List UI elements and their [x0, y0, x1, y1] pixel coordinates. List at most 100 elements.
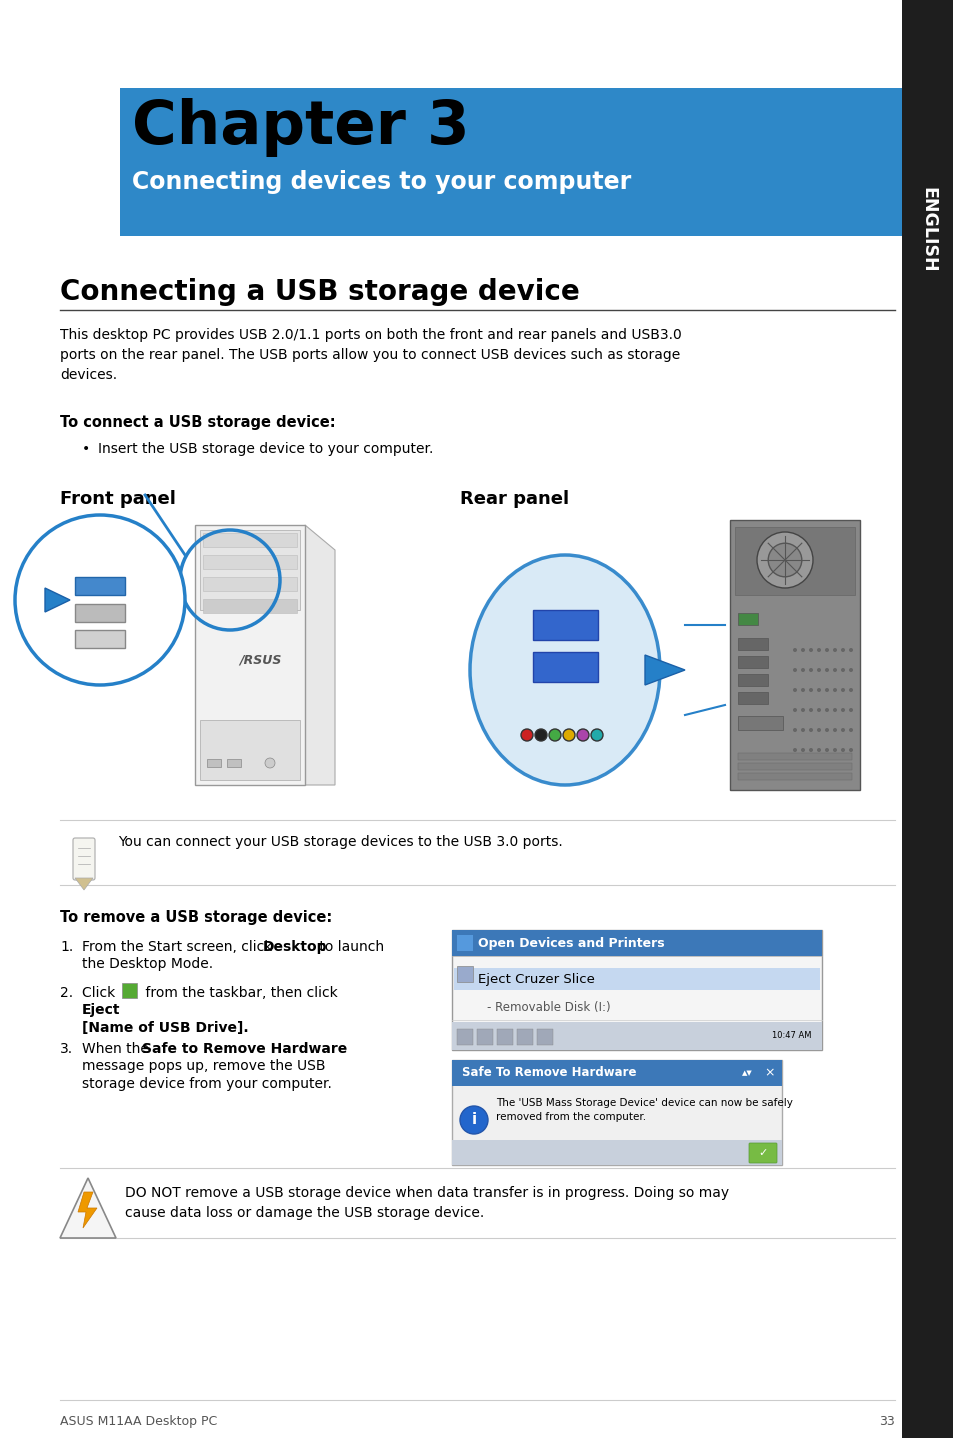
Text: 1.: 1. [60, 940, 73, 953]
Circle shape [548, 729, 560, 741]
Text: /RSUS: /RSUS [238, 653, 281, 666]
Text: storage device from your computer.: storage device from your computer. [82, 1077, 332, 1091]
Circle shape [801, 649, 804, 651]
Circle shape [824, 728, 828, 732]
Circle shape [757, 532, 812, 588]
Circle shape [792, 649, 796, 651]
Bar [537, 1030, 553, 1045]
Bar [227, 759, 241, 766]
Circle shape [848, 669, 852, 672]
Text: to launch: to launch [314, 940, 384, 953]
Circle shape [792, 687, 796, 692]
Bar [200, 720, 299, 779]
Circle shape [792, 728, 796, 732]
Bar [517, 1030, 533, 1045]
Bar [729, 521, 859, 789]
Circle shape [265, 758, 274, 768]
Bar [452, 930, 821, 956]
Circle shape [808, 707, 812, 712]
Bar [452, 1060, 781, 1086]
Bar [738, 764, 851, 769]
Circle shape [801, 687, 804, 692]
Bar [738, 754, 851, 761]
Circle shape [577, 729, 588, 741]
FancyBboxPatch shape [73, 838, 95, 880]
Circle shape [841, 669, 844, 672]
Text: removed from the computer.: removed from the computer. [496, 1112, 645, 1122]
Circle shape [832, 669, 836, 672]
Bar [75, 604, 125, 623]
Circle shape [801, 669, 804, 672]
Bar [120, 88, 901, 236]
Circle shape [808, 687, 812, 692]
Circle shape [832, 707, 836, 712]
Polygon shape [644, 654, 684, 684]
Circle shape [792, 669, 796, 672]
Text: 33: 33 [879, 1415, 894, 1428]
FancyBboxPatch shape [748, 1143, 776, 1163]
Bar [452, 1140, 781, 1165]
Bar [738, 692, 767, 705]
Text: Connecting a USB storage device: Connecting a USB storage device [60, 278, 579, 306]
Text: ✓: ✓ [758, 1148, 767, 1158]
Text: 3.: 3. [60, 1043, 73, 1055]
Bar [738, 674, 767, 686]
Text: You can connect your USB storage devices to the USB 3.0 ports.: You can connect your USB storage devices… [118, 835, 562, 848]
Circle shape [841, 748, 844, 752]
Circle shape [841, 707, 844, 712]
Text: To connect a USB storage device:: To connect a USB storage device: [60, 416, 335, 430]
Circle shape [848, 707, 852, 712]
Circle shape [832, 748, 836, 752]
Circle shape [792, 707, 796, 712]
Text: Chapter 3: Chapter 3 [132, 98, 469, 157]
Polygon shape [305, 525, 335, 785]
Circle shape [816, 649, 821, 651]
Polygon shape [45, 588, 70, 613]
Bar [454, 968, 820, 989]
Circle shape [848, 728, 852, 732]
Circle shape [848, 687, 852, 692]
Circle shape [841, 649, 844, 651]
Circle shape [832, 649, 836, 651]
Circle shape [824, 649, 828, 651]
Circle shape [808, 669, 812, 672]
Text: Open Devices and Printers: Open Devices and Printers [477, 936, 664, 949]
Polygon shape [78, 1192, 97, 1228]
Bar [456, 966, 473, 982]
Circle shape [824, 748, 828, 752]
Bar [901, 0, 953, 1438]
Circle shape [816, 748, 821, 752]
Text: Rear panel: Rear panel [459, 490, 569, 508]
Text: ▲▼: ▲▼ [740, 1070, 752, 1076]
Bar [203, 600, 296, 613]
Text: Eject Cruzer Slice: Eject Cruzer Slice [477, 972, 595, 985]
Text: This desktop PC provides USB 2.0/1.1 ports on both the front and rear panels and: This desktop PC provides USB 2.0/1.1 por… [60, 328, 681, 383]
Bar [122, 984, 137, 998]
Bar [738, 716, 782, 731]
Bar [75, 577, 125, 595]
Text: The 'USB Mass Storage Device' device can now be safely: The 'USB Mass Storage Device' device can… [496, 1099, 792, 1109]
Text: To remove a USB storage device:: To remove a USB storage device: [60, 910, 332, 925]
Text: Front panel: Front panel [60, 490, 175, 508]
Bar [452, 1022, 821, 1050]
Bar [203, 577, 296, 591]
Bar [207, 759, 221, 766]
Bar [738, 656, 767, 669]
Bar [738, 774, 851, 779]
Bar [203, 555, 296, 569]
Circle shape [459, 1106, 488, 1135]
Text: ENGLISH: ENGLISH [918, 187, 936, 273]
Circle shape [848, 649, 852, 651]
Circle shape [824, 687, 828, 692]
Circle shape [841, 687, 844, 692]
Circle shape [841, 728, 844, 732]
Circle shape [767, 544, 801, 577]
Text: When the: When the [82, 1043, 153, 1055]
Bar [452, 930, 821, 1050]
Bar [497, 1030, 513, 1045]
Bar [456, 1030, 473, 1045]
Bar [734, 526, 854, 595]
Bar [738, 638, 767, 650]
Circle shape [590, 729, 602, 741]
Text: Safe to Remove Hardware: Safe to Remove Hardware [142, 1043, 347, 1055]
